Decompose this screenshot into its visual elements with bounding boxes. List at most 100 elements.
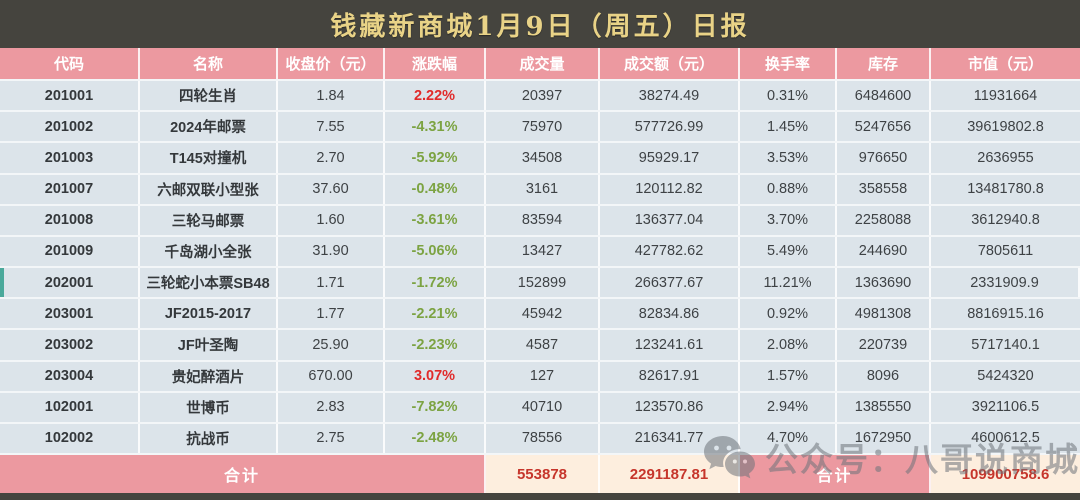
cell-turnover: 427782.62 xyxy=(600,236,740,267)
footer-total-label-2: 合计 xyxy=(740,455,931,493)
cell-market-value: 39619802.8 xyxy=(967,118,1044,135)
table-row: 201003 T145对撞机 2.70 -5.92% 34508 95929.1… xyxy=(0,143,1080,175)
column-header: 换手率 xyxy=(740,48,837,79)
cell-turnover: 266377.67 xyxy=(600,268,740,298)
cell-turnover: 95929.17 xyxy=(600,143,740,173)
cell-name: 三轮马邮票 xyxy=(140,205,278,235)
column-header: 收盘价（元） xyxy=(278,48,385,79)
cell-code: 203004 xyxy=(0,361,140,391)
cell-volume: 45942 xyxy=(486,299,600,329)
cell-inventory: 244690 xyxy=(837,236,931,267)
cell-market-value: 8816915.16 xyxy=(967,305,1044,322)
cell-change-percent: -5.92% xyxy=(385,143,486,173)
cell-market-value: 5424320 xyxy=(977,368,1034,385)
footer-turnover-total: 2291187.81 xyxy=(600,455,740,493)
cell-close-price: 670.00 xyxy=(278,361,385,391)
cell-close-price: 37.60 xyxy=(278,174,385,204)
cell-turnover-rate: 11.21% xyxy=(740,268,837,298)
cell-inventory: 1385550 xyxy=(837,392,931,422)
table-row: 201009 千岛湖小全张 31.90 -5.06% 13427 427782.… xyxy=(0,236,1080,269)
cell-name: T145对撞机 xyxy=(140,143,278,173)
table-row: 201002 2024年邮票 7.55 -4.31% 75970 577726.… xyxy=(0,112,1080,144)
cell-inventory: 1363690 xyxy=(837,268,931,298)
cell-turnover: 123570.86 xyxy=(600,392,740,422)
cell-name: 三轮蛇小本票SB48 xyxy=(140,268,278,298)
cell-code: 203001 xyxy=(0,299,140,329)
table-row: 203004 贵妃醉酒片 670.00 3.07% 127 82617.91 1… xyxy=(0,361,1080,393)
cell-market-value: 5717140.1 xyxy=(971,336,1040,353)
table-row: 203002 JF叶圣陶 25.90 -2.23% 4587 123241.61… xyxy=(0,330,1080,362)
cell-change-percent: -1.72% xyxy=(385,268,486,298)
cell-inventory: 5247656 xyxy=(837,112,931,142)
cell-close-price: 1.84 xyxy=(278,81,385,111)
cell-inventory: 2258088 xyxy=(837,205,931,235)
cell-market-value: 4600612.5 xyxy=(971,430,1040,447)
cell-market-value: 2331909.9 xyxy=(931,268,1080,298)
table-row: 201001 四轮生肖 1.84 2.22% 20397 38274.49 0.… xyxy=(0,81,1080,113)
cell-name: JF叶圣陶 xyxy=(140,330,278,360)
cell-turnover-rate: 0.31% xyxy=(740,81,837,111)
cell-volume: 78556 xyxy=(486,423,600,454)
cell-code: 201007 xyxy=(0,174,140,204)
cell-code: 201009 xyxy=(0,236,140,267)
column-header: 市值（元） xyxy=(967,56,1043,73)
cell-close-price: 25.90 xyxy=(278,330,385,360)
footer-volume-total: 553878 xyxy=(486,455,600,493)
cell-close-price: 1.60 xyxy=(278,205,385,235)
cell-change-percent: -2.23% xyxy=(385,330,486,360)
cell-name: 贵妃醉酒片 xyxy=(140,361,278,391)
cell-code: 102001 xyxy=(0,392,140,422)
cell-name: 世博币 xyxy=(140,392,278,422)
cell-close-price: 1.77 xyxy=(278,299,385,329)
cell-turnover-rate: 3.53% xyxy=(740,143,837,173)
table-row: 102002 抗战币 2.75 -2.48% 78556 216341.77 4… xyxy=(0,423,1080,456)
cell-change-percent: -4.31% xyxy=(385,112,486,142)
column-header: 库存 xyxy=(837,48,931,79)
cell-volume: 127 xyxy=(486,361,600,391)
cell-turnover-rate: 0.88% xyxy=(740,174,837,204)
cell-turnover: 123241.61 xyxy=(600,330,740,360)
cell-code: 102002 xyxy=(0,423,140,454)
row-highlight-marker xyxy=(0,268,4,298)
cell-code: 201001 xyxy=(0,81,140,111)
cell-volume: 152899 xyxy=(486,268,600,298)
table-body: 201001 四轮生肖 1.84 2.22% 20397 38274.49 0.… xyxy=(0,81,1080,456)
cell-name: 抗战币 xyxy=(140,423,278,454)
cell-code: 201008 xyxy=(0,205,140,235)
cell-inventory: 220739 xyxy=(837,330,931,360)
cell-turnover: 216341.77 xyxy=(600,423,740,454)
cell-turnover-rate: 4.70% xyxy=(740,423,837,454)
table-row: 202001 三轮蛇小本票SB48 1.71 -1.72% 152899 266… xyxy=(0,268,1080,300)
cell-market-value: 11931664 xyxy=(973,87,1038,104)
cell-market-value: 3921106.5 xyxy=(971,399,1040,416)
cell-name: JF2015-2017 xyxy=(140,299,278,329)
cell-inventory: 976650 xyxy=(837,143,931,173)
cell-turnover: 577726.99 xyxy=(600,112,740,142)
cell-volume: 20397 xyxy=(486,81,600,111)
cell-name: 四轮生肖 xyxy=(140,81,278,111)
cell-inventory: 1672950 xyxy=(837,423,931,454)
cell-market-value: 3612940.8 xyxy=(971,212,1040,229)
cell-turnover-rate: 1.57% xyxy=(740,361,837,391)
cell-market-value: 13481780.8 xyxy=(967,181,1044,198)
cell-inventory: 6484600 xyxy=(837,81,931,111)
cell-volume: 83594 xyxy=(486,205,600,235)
cell-volume: 13427 xyxy=(486,236,600,267)
table-row: 102001 世博币 2.83 -7.82% 40710 123570.86 2… xyxy=(0,392,1080,424)
cell-turnover: 120112.82 xyxy=(600,174,740,204)
cell-turnover: 82617.91 xyxy=(600,361,740,391)
cell-close-price: 2.75 xyxy=(278,423,385,454)
cell-volume: 4587 xyxy=(486,330,600,360)
cell-change-percent: 2.22% xyxy=(385,81,486,111)
table-row: 203001 JF2015-2017 1.77 -2.21% 45942 828… xyxy=(0,299,1080,331)
table-footer-row: 合计 553878 2291187.81 合计 109900758.6 xyxy=(0,455,1080,493)
cell-volume: 3161 xyxy=(486,174,600,204)
cell-name: 千岛湖小全张 xyxy=(140,236,278,267)
cell-turnover: 38274.49 xyxy=(600,81,740,111)
cell-turnover-rate: 1.45% xyxy=(740,112,837,142)
cell-change-percent: 3.07% xyxy=(385,361,486,391)
cell-change-percent: -0.48% xyxy=(385,174,486,204)
column-header: 涨跌幅 xyxy=(385,48,486,79)
cell-market-value: 7805611 xyxy=(977,243,1034,260)
